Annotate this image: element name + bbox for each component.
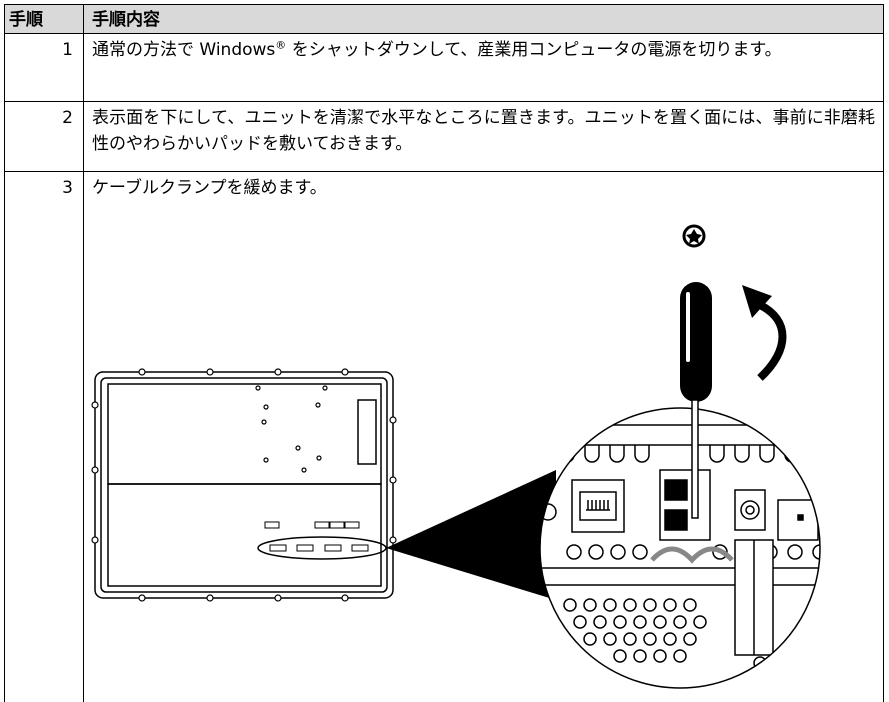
header-cell: 手順 [4, 4, 84, 34]
step-number: 2 [4, 101, 84, 172]
row: 2 表示面を下にして、ユニットを清潔で水平なところに置きます。ユニットを置く面に… [4, 101, 884, 172]
step-text: 表示面を下にして、ユニットを清潔で水平なところに置きます。ユニットを置く面には、… [83, 101, 884, 172]
step-text: ケーブルクランプを緩めます。 [83, 171, 884, 702]
text: 通常の方法で Windows [92, 40, 276, 60]
step-number: 1 [4, 33, 84, 102]
row: 1 通常の方法で Windows® をシャットダウンして、産業用コンピュータの電… [4, 33, 884, 102]
text: をシャットダウンして、産業用コンピュータの電源を切ります。 [286, 40, 782, 60]
procedure-table: 手順 手順内容 1 通常の方法で Windows® をシャットダウンして、産業用… [4, 4, 884, 702]
step-text: 通常の方法で Windows® をシャットダウンして、産業用コンピュータの電源を… [83, 33, 884, 102]
registered-mark: ® [275, 38, 287, 52]
row: 3 ケーブルクランプを緩めます。 [4, 171, 884, 702]
header-row: 手順 手順内容 [4, 4, 884, 34]
header-cell: 手順内容 [83, 4, 884, 34]
step-number: 3 [4, 171, 84, 702]
